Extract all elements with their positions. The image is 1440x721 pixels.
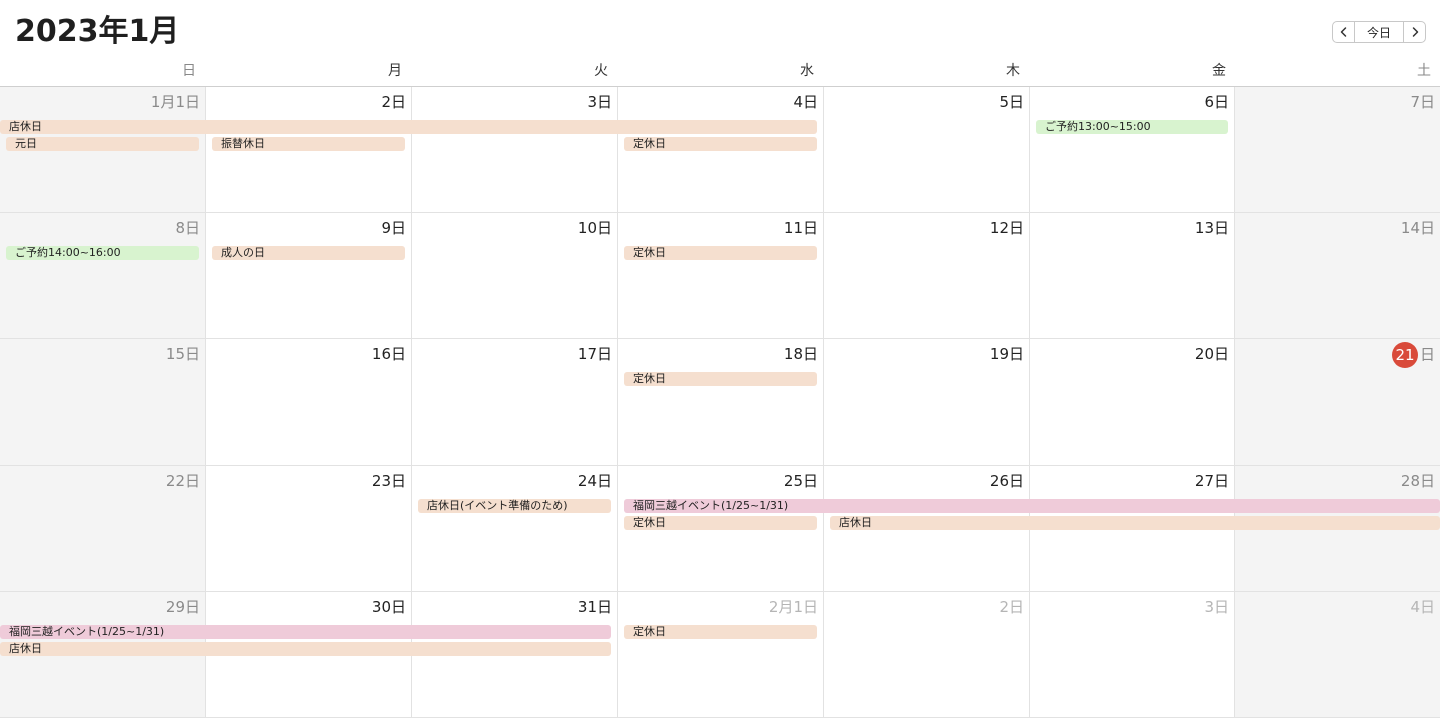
day-number: 4日: [793, 93, 818, 111]
day-number: 24日: [577, 472, 612, 490]
day-number: 1月1日: [150, 93, 200, 111]
day-cell[interactable]: 17日: [412, 339, 618, 466]
day-number: 10日: [577, 219, 612, 237]
month-title: 2023年1月: [15, 14, 180, 49]
day-cell[interactable]: 2日: [824, 592, 1030, 718]
previous-month-button[interactable]: [1332, 21, 1355, 43]
day-number: 30日: [371, 598, 406, 616]
weekday-sunday: 日: [182, 63, 196, 79]
day-number: 12日: [989, 219, 1024, 237]
day-number: 11日: [783, 219, 818, 237]
weekday-header: 日 月 火 水 木 金 土: [0, 60, 1440, 80]
day-cell[interactable]: 2月1日: [618, 592, 824, 718]
day-number: 8日: [175, 219, 200, 237]
event-regular-closed[interactable]: 定休日: [624, 372, 817, 386]
day-number: 18日: [783, 345, 818, 363]
day-number: 22日: [165, 472, 200, 490]
header-divider: [0, 86, 1440, 87]
today-cell[interactable]: 21 日: [1235, 339, 1440, 466]
day-number: 3日: [587, 93, 612, 111]
month-navigation: 今日: [1332, 21, 1426, 43]
day-cell[interactable]: 19日: [824, 339, 1030, 466]
next-month-button[interactable]: [1403, 21, 1426, 43]
event-closed[interactable]: 店休日: [0, 120, 817, 134]
day-number: 2日: [999, 598, 1024, 616]
event-fukuoka[interactable]: 福岡三越イベント(1/25~1/31): [0, 625, 611, 639]
day-number: 27日: [1194, 472, 1229, 490]
event-holiday[interactable]: 元日: [6, 137, 199, 151]
day-number: 3日: [1204, 598, 1229, 616]
event-holiday[interactable]: 成人の日: [212, 246, 405, 260]
weekday-monday: 月: [388, 63, 402, 79]
day-cell[interactable]: 22日: [0, 466, 206, 592]
day-cell[interactable]: 31日: [412, 592, 618, 718]
day-cell[interactable]: 14日: [1235, 213, 1440, 339]
day-cell[interactable]: 13日: [1030, 213, 1235, 339]
day-number: 17日: [577, 345, 612, 363]
weekday-saturday: 土: [1417, 63, 1431, 79]
day-cell[interactable]: 5日: [824, 87, 1030, 213]
event-closed[interactable]: 店休日(イベント準備のため): [418, 499, 611, 513]
day-cell[interactable]: 4日: [1235, 592, 1440, 718]
weekday-friday: 金: [1212, 63, 1226, 79]
day-cell[interactable]: 7日: [1235, 87, 1440, 213]
day-number: 29日: [165, 598, 200, 616]
day-number: 9日: [381, 219, 406, 237]
day-cell[interactable]: 9日: [206, 213, 412, 339]
chevron-left-icon: [1340, 27, 1346, 37]
event-regular-closed[interactable]: 定休日: [624, 516, 817, 530]
day-cell[interactable]: 15日: [0, 339, 206, 466]
day-number: 6日: [1204, 93, 1229, 111]
day-number: 26日: [989, 472, 1024, 490]
day-number: 23日: [371, 472, 406, 490]
day-number: 28日: [1400, 472, 1435, 490]
event-booking[interactable]: ご予約13:00~15:00: [1036, 120, 1228, 134]
day-cell[interactable]: 4日: [618, 87, 824, 213]
day-number: 7日: [1410, 93, 1435, 111]
weekday-thursday: 木: [1006, 63, 1020, 79]
weekday-tuesday: 火: [594, 63, 608, 79]
event-closed[interactable]: 店休日: [830, 516, 1440, 530]
today-badge: 21: [1391, 342, 1418, 368]
day-cell[interactable]: 23日: [206, 466, 412, 592]
day-number: 31日: [577, 598, 612, 616]
day-number: 5日: [999, 93, 1024, 111]
event-booking[interactable]: ご予約14:00~16:00: [6, 246, 199, 260]
day-cell[interactable]: 2日: [206, 87, 412, 213]
day-number: 14日: [1400, 219, 1435, 237]
day-cell[interactable]: 20日: [1030, 339, 1235, 466]
day-cell[interactable]: 11日: [618, 213, 824, 339]
day-number: 2日: [381, 93, 406, 111]
day-number: 25日: [783, 472, 818, 490]
event-regular-closed[interactable]: 定休日: [624, 137, 817, 151]
today-button[interactable]: 今日: [1355, 21, 1403, 43]
weekday-wednesday: 水: [800, 63, 814, 79]
event-closed[interactable]: 店休日: [0, 642, 611, 656]
day-number: 2月1日: [768, 598, 818, 616]
day-number: 19日: [989, 345, 1024, 363]
event-regular-closed[interactable]: 定休日: [624, 246, 817, 260]
day-number: 4日: [1410, 598, 1435, 616]
day-number: 13日: [1194, 219, 1229, 237]
day-cell[interactable]: 18日: [618, 339, 824, 466]
day-cell[interactable]: 12日: [824, 213, 1030, 339]
event-holiday[interactable]: 振替休日: [212, 137, 405, 151]
day-cell[interactable]: 24日: [412, 466, 618, 592]
day-cell[interactable]: 10日: [412, 213, 618, 339]
day-cell[interactable]: 16日: [206, 339, 412, 466]
day-number: 20日: [1194, 345, 1229, 363]
day-number: 16日: [371, 345, 406, 363]
event-fukuoka[interactable]: 福岡三越イベント(1/25~1/31): [624, 499, 1440, 513]
today-date: 21 日: [1391, 342, 1435, 368]
event-regular-closed[interactable]: 定休日: [624, 625, 817, 639]
day-cell[interactable]: 3日: [412, 87, 618, 213]
chevron-right-icon: [1412, 27, 1418, 37]
day-cell[interactable]: 8日: [0, 213, 206, 339]
day-cell[interactable]: 6日: [1030, 87, 1235, 213]
day-cell[interactable]: 25日: [618, 466, 824, 592]
day-suffix: 日: [1419, 345, 1435, 364]
day-number: 15日: [165, 345, 200, 363]
day-cell[interactable]: 3日: [1030, 592, 1235, 718]
